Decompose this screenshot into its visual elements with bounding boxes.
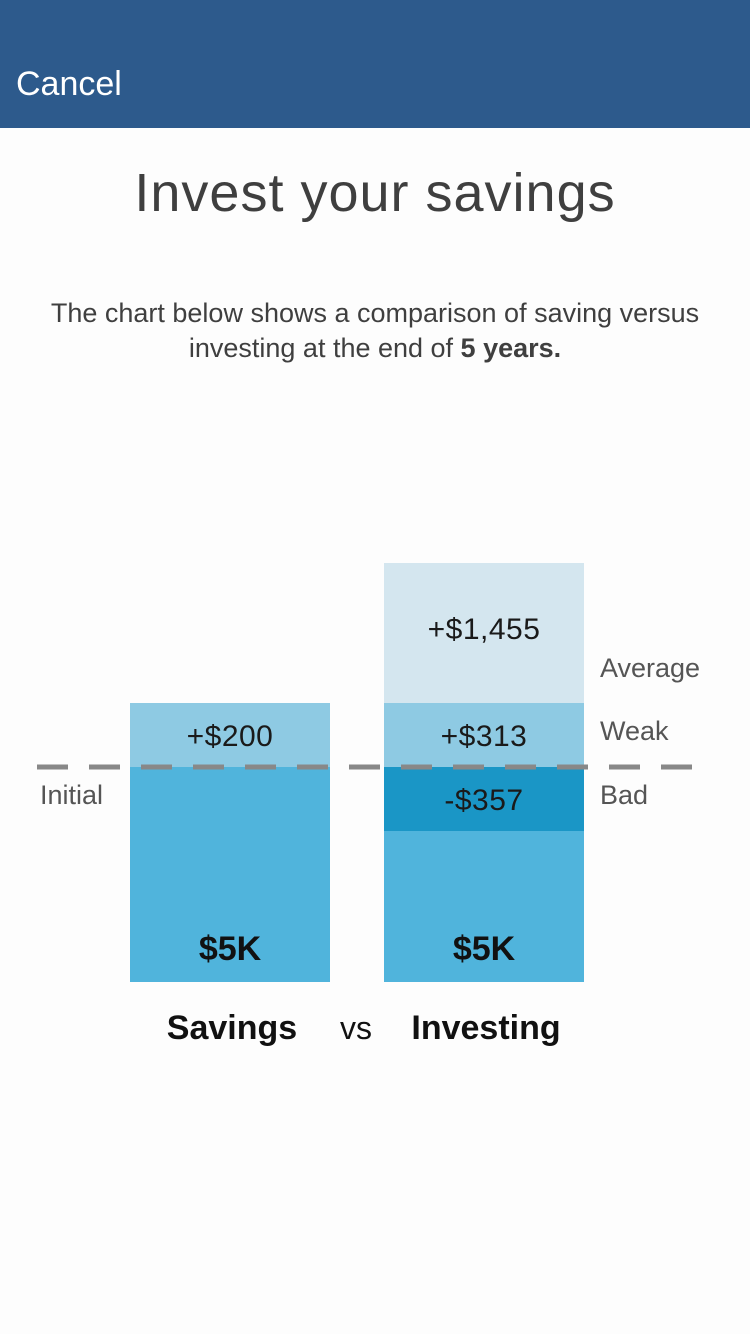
investing-segment-average	[384, 563, 584, 703]
investing-segment-bad	[384, 767, 584, 831]
savings-segment-gain	[130, 703, 330, 767]
scenario-label-weak: Weak	[600, 716, 669, 746]
investing-segment-weak-label: +$313	[441, 720, 528, 753]
cancel-button[interactable]: Cancel	[16, 65, 122, 103]
savings-base-value-label: $5K	[199, 930, 262, 968]
investing-category-label: Investing	[411, 1009, 560, 1047]
investing-segment-bad-label: -$357	[444, 784, 523, 817]
investing-segment-average-label: +$1,455	[428, 613, 541, 646]
description-emphasis: 5 years.	[460, 333, 562, 363]
initial-label: Initial	[40, 780, 103, 810]
investing-segment-weak	[384, 703, 584, 767]
scenario-label-average: Average	[600, 653, 700, 683]
vs-label: vs	[340, 1010, 372, 1046]
description-text: The chart below shows a comparison of sa…	[50, 298, 700, 363]
savings-segment-gain-label: +$200	[187, 720, 274, 753]
savings-category-label: Savings	[167, 1009, 297, 1047]
navigation-bar: Cancel	[0, 0, 750, 128]
savings-base-bar	[130, 767, 330, 982]
scenario-label-bad: Bad	[600, 780, 648, 810]
page-title: Invest your savings	[134, 163, 616, 223]
chart-description: The chart below shows a comparison of sa…	[40, 296, 710, 366]
investing-base-value-label: $5K	[453, 930, 516, 968]
